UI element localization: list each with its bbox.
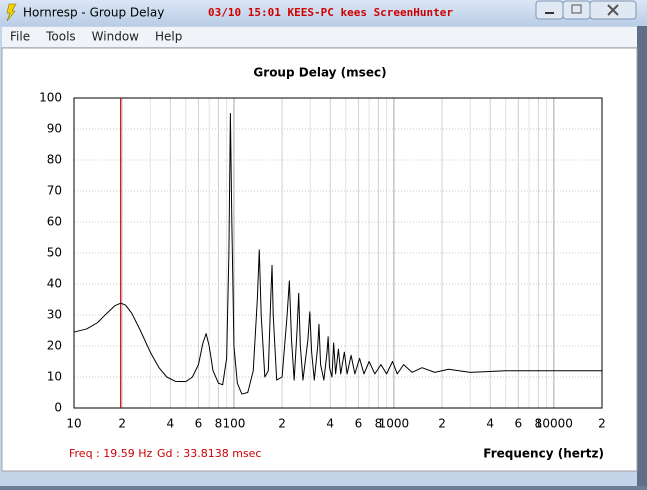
x-tick-label: 4 — [486, 417, 494, 431]
x-tick-label: 4 — [166, 417, 174, 431]
y-tick-label: 60 — [47, 215, 62, 229]
y-tick-label: 100 — [39, 91, 62, 105]
series-line — [73, 113, 602, 395]
menu: File Tools Window Help — [10, 30, 182, 44]
gd-readout: Gd : 33.8138 msec — [157, 447, 261, 460]
x-tick-label: 2 — [278, 417, 286, 431]
plot-border — [73, 97, 603, 409]
chart-title: Group Delay (msec) — [253, 66, 386, 80]
menu-item[interactable]: Tools — [45, 30, 76, 44]
x-tick-label: 10000 — [535, 417, 573, 431]
y-tick-label: 90 — [47, 122, 62, 136]
x-tick-label: 100 — [222, 417, 245, 431]
caption-note: 03/10 15:01 KEES-PC kees ScreenHunter — [208, 6, 453, 19]
y-tick-label: 40 — [47, 277, 62, 291]
x-axis-label: Frequency (hertz) — [483, 447, 604, 461]
x-tick-label: 8 — [535, 417, 543, 431]
app-icon — [6, 3, 17, 22]
x-tick-label: 8 — [215, 417, 223, 431]
y-tick-label: 0 — [54, 401, 62, 415]
y-tick-label: 50 — [47, 246, 62, 260]
x-tick-label: 8 — [375, 417, 383, 431]
x-tick-label: 6 — [355, 417, 363, 431]
maximize-glyph — [571, 4, 582, 14]
y-tick-label: 80 — [47, 153, 62, 167]
maximize-button[interactable] — [562, 0, 591, 20]
y-tick-label: 20 — [47, 339, 62, 353]
x-tick-label: 1000 — [379, 417, 410, 431]
menu-item[interactable]: File — [10, 30, 30, 44]
menu-item[interactable]: Help — [155, 30, 182, 44]
x-tick-label: 6 — [515, 417, 523, 431]
x-tick-label: 4 — [326, 417, 334, 431]
window-title: Hornresp - Group Delay — [23, 6, 164, 20]
y-tick-label: 70 — [47, 184, 62, 198]
menu-item[interactable]: Window — [92, 30, 140, 44]
desktop-strip — [637, 26, 647, 486]
x-tick-label: 10 — [66, 417, 81, 431]
x-tick-label: 2 — [438, 417, 446, 431]
x-tick-label: 6 — [195, 417, 203, 431]
minimize-button[interactable] — [535, 0, 564, 20]
y-tick-label: 10 — [47, 370, 62, 384]
x-tick-label: 2 — [598, 417, 606, 431]
menu-bar — [2, 27, 637, 47]
freq-readout: Freq : 19.59 Hz — [69, 447, 153, 460]
y-tick-label: 30 — [47, 308, 62, 322]
x-tick-label: 2 — [118, 417, 126, 431]
close-glyph — [607, 4, 619, 16]
